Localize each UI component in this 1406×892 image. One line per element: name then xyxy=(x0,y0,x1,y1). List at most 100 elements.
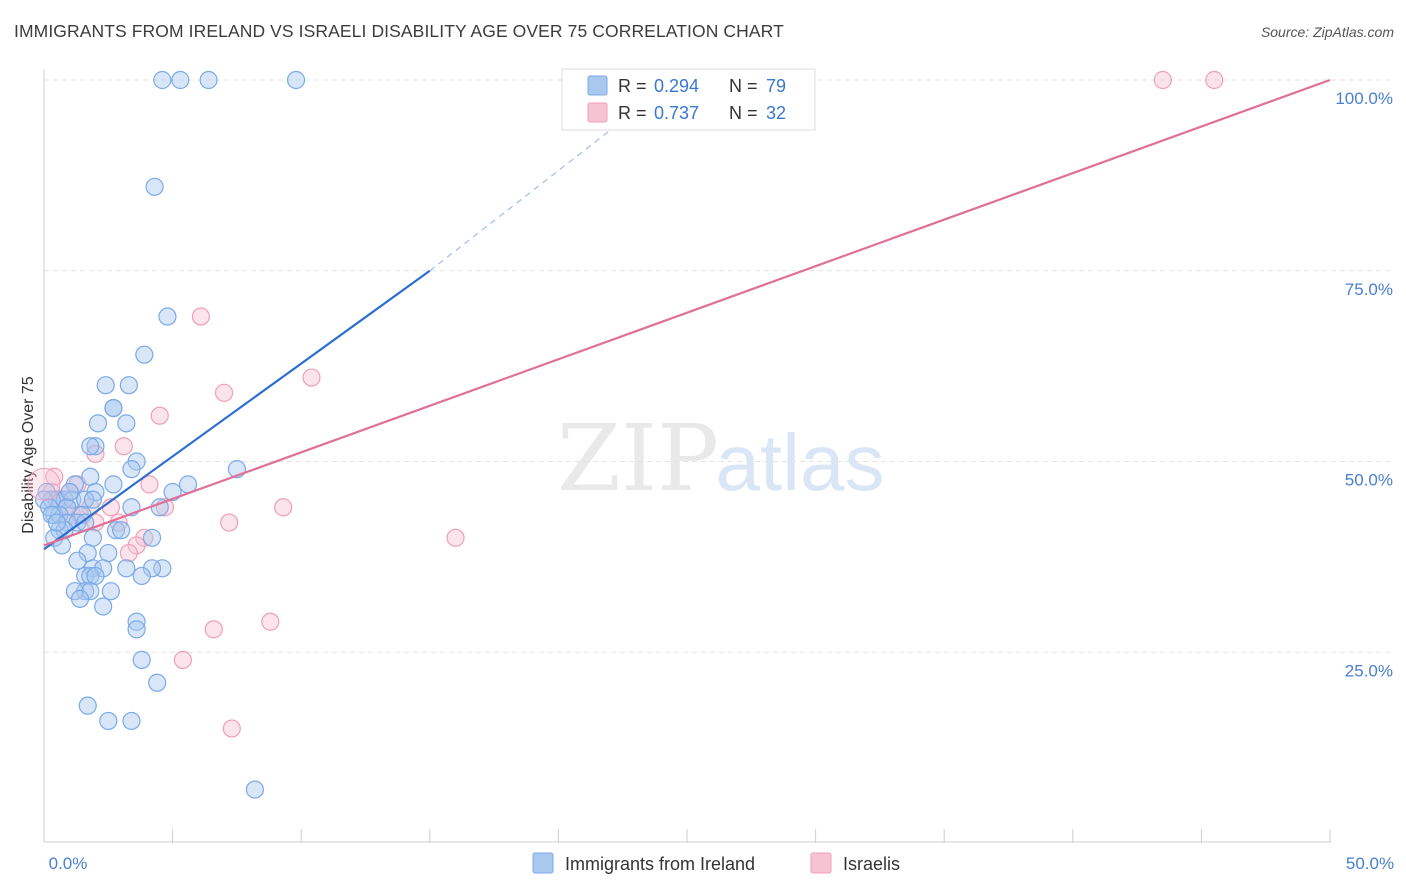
ireland-point-58 xyxy=(132,566,151,586)
israelis-point-31 xyxy=(222,719,241,738)
ireland-point-78 xyxy=(60,482,79,502)
legend-bottom: Immigrants from Ireland Israelis xyxy=(532,852,900,874)
ireland-point-63 xyxy=(101,582,120,601)
legend-n-value-israelis: 32 xyxy=(766,103,786,123)
ireland-point-28 xyxy=(76,490,95,509)
series-ireland-points xyxy=(27,70,306,799)
ireland-point-65 xyxy=(94,597,113,616)
ireland-point-12 xyxy=(117,414,136,433)
legend-swatch-israelis xyxy=(587,102,608,123)
israelis-point-26 xyxy=(127,536,146,555)
legend-swatch-ireland xyxy=(587,75,608,96)
y-tick-label-100: 100.0% xyxy=(1335,89,1393,108)
israelis-point-30 xyxy=(173,650,192,669)
x-tick-label-max: 50.0% xyxy=(1346,854,1394,873)
watermark: ZIP atlas xyxy=(557,405,885,512)
ireland-point-46 xyxy=(142,528,162,547)
chart-title: IMMIGRANTS FROM IRELAND VS ISRAELI DISAB… xyxy=(14,21,784,41)
israelis-cluster-point xyxy=(27,467,61,501)
israelis-point-25 xyxy=(135,528,154,547)
x-ticks xyxy=(172,829,1331,843)
y-tick-label-25: 25.0% xyxy=(1345,661,1393,680)
ireland-point-53 xyxy=(142,559,162,578)
ireland-point-6 xyxy=(135,345,154,364)
ireland-point-72 xyxy=(99,711,118,731)
series-israelis-points xyxy=(42,70,1224,738)
ireland-point-45 xyxy=(83,528,102,547)
y-axis-label: Disability Age Over 75 xyxy=(20,376,37,534)
y-tick-label-75: 75.0% xyxy=(1345,280,1393,299)
ireland-point-52 xyxy=(153,559,172,578)
source-credit: Source: ZipAtlas.com xyxy=(1260,24,1394,40)
watermark-zip: ZIP xyxy=(557,405,719,512)
israelis-point-3 xyxy=(302,368,321,387)
ireland-point-59 xyxy=(86,566,105,586)
ireland-point-1 xyxy=(171,70,190,90)
ireland-point-2 xyxy=(199,70,218,90)
legend-bottom-swatch-ireland xyxy=(532,852,554,874)
israelis-point-5 xyxy=(150,406,169,425)
israelis-point-8 xyxy=(140,475,159,494)
trend-line-ireland-extension xyxy=(429,110,636,272)
israelis-point-23 xyxy=(220,513,239,532)
legend-r-value-israelis: 0.737 xyxy=(654,103,699,123)
ireland-point-68 xyxy=(132,650,151,669)
israelis-point-29 xyxy=(204,620,223,639)
legend-r-label-israelis: R = xyxy=(618,103,647,123)
legend-bottom-label-ireland: Immigrants from Ireland xyxy=(565,854,755,874)
legend-bottom-label-israelis: Israelis xyxy=(843,854,900,874)
ireland-point-18 xyxy=(81,467,100,486)
legend-r-label-ireland: R = xyxy=(618,76,647,96)
ireland-point-49 xyxy=(99,543,118,563)
grid-lines xyxy=(44,79,1392,653)
israelis-point-24 xyxy=(446,528,465,547)
israelis-point-6 xyxy=(114,437,133,456)
israelis-point-1 xyxy=(1205,70,1224,90)
trend-lines xyxy=(43,78,1331,551)
y-tick-labels: 25.0% 50.0% 75.0% 100.0% xyxy=(1335,89,1393,680)
legend-n-label-ireland: N = xyxy=(729,76,758,96)
ireland-point-64 xyxy=(70,589,90,608)
ireland-point-20 xyxy=(104,475,123,494)
israelis-point-28 xyxy=(261,612,280,631)
watermark-atlas: atlas xyxy=(716,418,885,507)
ireland-point-44 xyxy=(112,521,131,540)
ireland-point-10 xyxy=(104,398,123,418)
ireland-point-4 xyxy=(145,177,164,196)
trend-line-ireland xyxy=(43,269,431,551)
ireland-point-42 xyxy=(106,521,126,540)
ireland-point-66 xyxy=(127,612,146,631)
ireland-point-17 xyxy=(122,460,141,479)
ireland-point-13 xyxy=(86,437,105,456)
ireland-point-5 xyxy=(158,307,177,326)
y-tick-label-50: 50.0% xyxy=(1345,471,1393,490)
ireland-point-50 xyxy=(68,551,87,570)
ireland-point-71 xyxy=(122,711,141,731)
trend-line-israelis xyxy=(43,78,1331,547)
israelis-point-0 xyxy=(1153,70,1172,90)
ireland-point-61 xyxy=(81,582,100,601)
ireland-point-11 xyxy=(88,414,108,433)
israelis-point-17 xyxy=(274,498,293,517)
legend-n-label-israelis: N = xyxy=(729,103,758,123)
ireland-point-0 xyxy=(153,70,172,90)
ireland-point-69 xyxy=(148,673,167,692)
legend-bottom-swatch-israelis xyxy=(810,852,832,874)
ireland-point-73 xyxy=(245,780,265,799)
ireland-point-7 xyxy=(119,376,138,395)
ireland-point-77 xyxy=(47,513,66,532)
israelis-point-10 xyxy=(45,467,64,486)
israelis-point-27 xyxy=(119,543,138,563)
ireland-point-67 xyxy=(127,620,146,639)
legend-n-value-ireland: 79 xyxy=(766,76,786,96)
ireland-point-54 xyxy=(117,559,136,578)
israelis-point-4 xyxy=(214,383,234,402)
ireland-point-8 xyxy=(96,376,115,395)
ireland-point-70 xyxy=(78,696,97,715)
legend-r-value-ireland: 0.294 xyxy=(654,76,699,96)
x-tick-label-min: 0.0% xyxy=(49,854,88,873)
israelis-point-2 xyxy=(191,307,210,326)
ireland-point-29 xyxy=(83,490,102,509)
ireland-point-3 xyxy=(286,70,306,90)
